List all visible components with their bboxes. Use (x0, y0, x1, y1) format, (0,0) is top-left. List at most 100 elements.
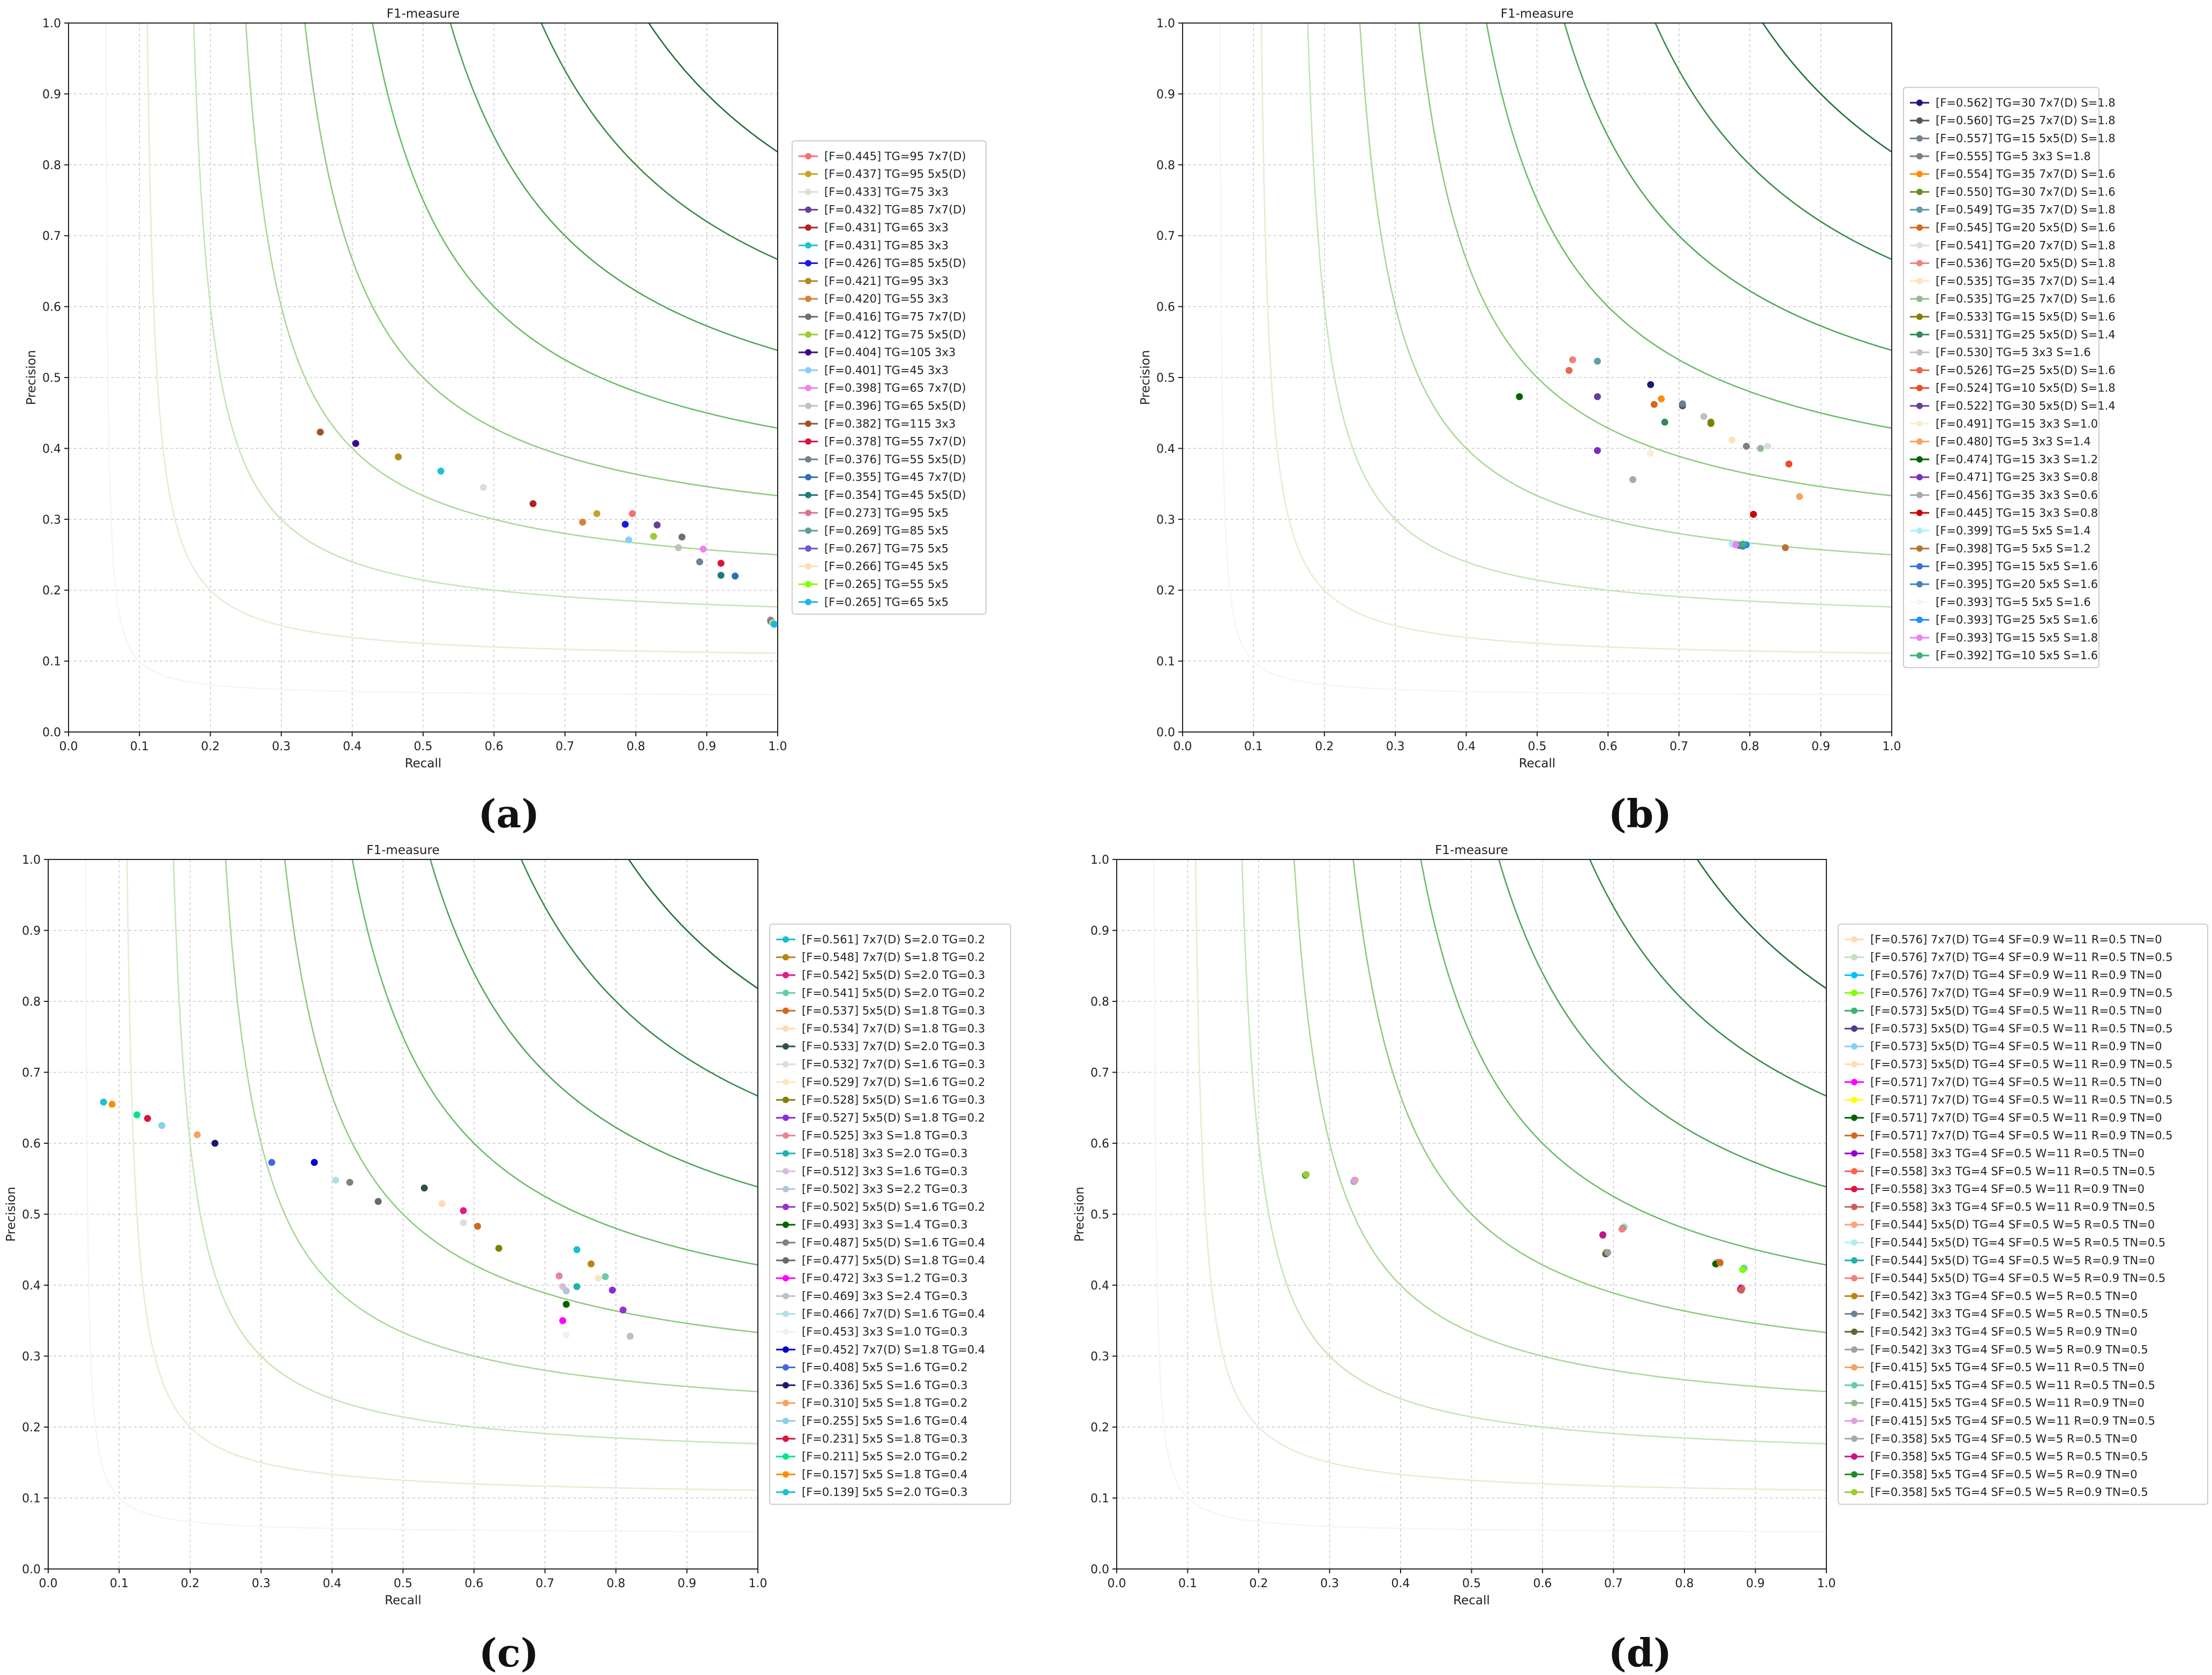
legend-marker (805, 224, 811, 231)
data-point (573, 1246, 581, 1254)
legend-marker (1916, 135, 1923, 142)
data-point (1716, 1259, 1724, 1266)
iso-f1-curves (105, 23, 778, 696)
legend-marker (1851, 1078, 1857, 1085)
legend-entry: [F=0.526] TG=25 5x5(D) S=1.6 (1936, 364, 2116, 376)
data-point (1661, 418, 1668, 426)
data-point (268, 1159, 275, 1166)
legend-marker (1916, 153, 1923, 160)
iso-f1-curve (1260, 23, 1892, 654)
legend-entry: [F=0.453] 3x3 S=1.0 TG=0.3 (802, 1325, 968, 1338)
data-point (562, 1287, 570, 1295)
legend-entry: [F=0.491] TG=15 3x3 S=1.0 (1936, 417, 2098, 430)
legend-entry: [F=0.421] TG=95 3x3 (824, 275, 949, 288)
y-axis-label: Precision (1139, 350, 1153, 405)
legend-entry: [F=0.420] TG=55 3x3 (824, 292, 949, 305)
legend-marker (783, 1203, 789, 1210)
data-point (1629, 476, 1637, 484)
legend-marker (783, 1382, 789, 1389)
data-point (1785, 461, 1793, 468)
iso-f1-curve (105, 23, 778, 696)
x-tick-label: 0.0 (59, 740, 78, 753)
legend-entry: [F=0.480] TG=5 3x3 S=1.4 (1936, 435, 2091, 448)
y-tick-label: 0.7 (22, 1067, 41, 1080)
legend-marker (1916, 474, 1923, 481)
legend-entry: [F=0.358] 5x5 TG=4 SF=0.5 W=5 R=0.9 TN=0… (1870, 1486, 2148, 1499)
data-point (770, 621, 778, 628)
x-tick-label: 0.0 (39, 1577, 58, 1590)
data-point (1739, 1266, 1747, 1273)
iso-f1-curve (628, 859, 758, 989)
legend-marker (1851, 1097, 1857, 1104)
legend-entry: [F=0.466] 7x7(D) S=1.6 TG=0.4 (802, 1308, 985, 1321)
chart-panel-3: 0.0 0.1 0.2 0.3 0.4 0.5 0.6 0.7 0.8 0.9 1.0 0.0 0.1 0… (4, 843, 1011, 1675)
legend-marker (805, 296, 811, 303)
legend-marker (805, 242, 811, 249)
iso-f1-curve (1352, 859, 1826, 1333)
data-point (1594, 358, 1601, 365)
legend-entry: [F=0.445] TG=15 3x3 S=0.8 (1936, 507, 2098, 519)
x-tick-label: 0.9 (678, 1577, 696, 1590)
legend-marker (1916, 599, 1923, 606)
data-point (595, 1274, 602, 1282)
legend-marker (1916, 438, 1923, 445)
data-point (629, 510, 636, 517)
data-point (1728, 436, 1736, 444)
iso-f1-curve (1219, 23, 1892, 696)
legend-entry: [F=0.558] 3x3 TG=4 SF=0.5 W=11 R=0.9 TN=… (1870, 1201, 2155, 1213)
data-point (332, 1176, 340, 1184)
legend-marker (805, 188, 811, 195)
legend-marker (783, 1186, 789, 1193)
legend-entry: [F=0.408] 5x5 S=1.6 TG=0.2 (802, 1361, 968, 1374)
x-axis-label: Recall (405, 757, 442, 771)
legend-marker (1851, 1114, 1857, 1121)
legend-marker (783, 1114, 789, 1121)
x-tick-label: 0.0 (1108, 1577, 1126, 1590)
legend-entry: [F=0.562] TG=30 7x7(D) S=1.8 (1936, 96, 2116, 109)
data-point (1743, 442, 1750, 450)
legend-entry: [F=0.437] TG=95 5x5(D) (824, 168, 966, 180)
data-point (1737, 1286, 1745, 1294)
data-points (100, 1098, 634, 1340)
iso-f1-curve (1293, 859, 1826, 1393)
y-tick-label: 0.5 (1090, 1209, 1109, 1222)
legend-marker (1916, 563, 1923, 570)
legend-marker (1851, 936, 1857, 943)
x-tick-label: 0.6 (465, 1577, 484, 1590)
legend-entry: [F=0.545] TG=20 5x5(D) S=1.6 (1936, 221, 2116, 234)
legend-entry: [F=0.416] TG=75 7x7(D) (824, 310, 966, 323)
data-point (1618, 1225, 1626, 1233)
legend-entry: [F=0.576] 7x7(D) TG=4 SF=0.9 W=11 R=0.9 … (1870, 969, 2162, 982)
legend-marker (783, 1221, 789, 1228)
y-tick-label: 0.4 (1090, 1279, 1109, 1293)
legend-marker (1916, 99, 1923, 106)
legend-entry: [F=0.512] 3x3 S=1.6 TG=0.3 (802, 1165, 968, 1178)
panel-label: (c) (479, 1630, 539, 1675)
legend-entry: [F=0.398] TG=65 7x7(D) (824, 382, 966, 395)
y-tick-label: 0.3 (1090, 1350, 1109, 1364)
legend-entry: [F=0.426] TG=85 5x5(D) (824, 257, 966, 270)
legend-marker (1916, 277, 1923, 284)
data-point (1739, 540, 1747, 548)
x-tick-label: 0.5 (1528, 740, 1547, 753)
legend-entry: [F=0.576] 7x7(D) TG=4 SF=0.9 W=11 R=0.5 … (1870, 951, 2173, 964)
x-tick-label: 0.2 (201, 740, 220, 753)
x-tick-label: 0.4 (343, 740, 362, 753)
legend-entry: [F=0.533] TG=15 5x5(D) S=1.6 (1936, 310, 2116, 323)
legend-marker (783, 971, 789, 978)
x-tick-label: 0.4 (1391, 1577, 1410, 1590)
legend-entry: [F=0.398] TG=5 5x5 S=1.2 (1936, 542, 2091, 555)
data-point (678, 533, 686, 541)
iso-f1-curve (304, 23, 778, 496)
data-point (699, 545, 707, 553)
data-point (1781, 544, 1789, 552)
x-tick-label: 0.9 (1746, 1577, 1765, 1590)
y-tick-label: 0.7 (1156, 230, 1175, 243)
data-point (555, 1272, 563, 1280)
data-point (311, 1159, 318, 1166)
data-point (717, 571, 725, 579)
y-tick-label: 0.2 (42, 584, 61, 598)
legend-box (1903, 87, 2100, 668)
x-tick-label: 0.7 (1669, 740, 1688, 753)
data-point (1599, 1231, 1607, 1239)
